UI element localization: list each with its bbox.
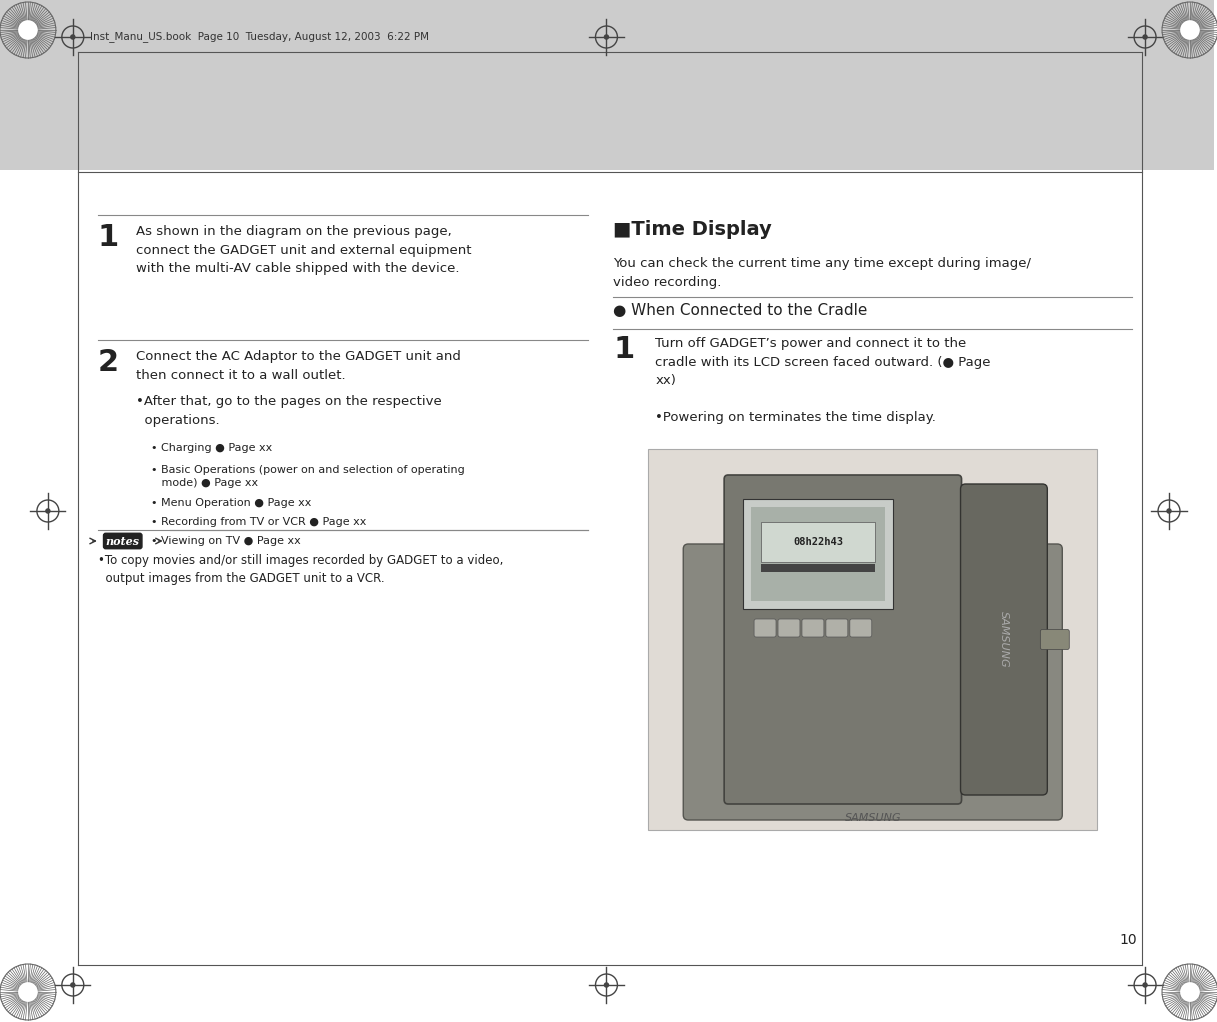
- Bar: [751, 507, 885, 601]
- FancyBboxPatch shape: [802, 619, 824, 637]
- Text: •Powering on terminates the time display.: •Powering on terminates the time display…: [655, 411, 936, 424]
- Text: 08h22h43: 08h22h43: [793, 537, 843, 547]
- Text: Connect the AC Adaptor to the GADGET unit and
then connect it to a wall outlet.: Connect the AC Adaptor to the GADGET uni…: [135, 350, 460, 381]
- Text: As shown in the diagram on the previous page,
connect the GADGET unit and extern: As shown in the diagram on the previous …: [135, 225, 471, 275]
- Text: 1: 1: [613, 335, 635, 364]
- Ellipse shape: [71, 982, 75, 987]
- Bar: [761, 522, 875, 562]
- FancyBboxPatch shape: [724, 475, 961, 804]
- Text: 2: 2: [97, 349, 119, 377]
- Text: Turn off GADGET’s power and connect it to the
cradle with its LCD screen faced o: Turn off GADGET’s power and connect it t…: [655, 337, 991, 387]
- Text: • Recording from TV or VCR ● Page xx: • Recording from TV or VCR ● Page xx: [151, 517, 366, 527]
- Text: SAMSUNG: SAMSUNG: [999, 611, 1009, 667]
- Text: •To copy movies and/or still images recorded by GADGET to a video,
  output imag: •To copy movies and/or still images reco…: [97, 554, 503, 585]
- Ellipse shape: [45, 508, 51, 514]
- Ellipse shape: [1143, 35, 1148, 40]
- Text: ● When Connected to the Cradle: ● When Connected to the Cradle: [613, 303, 868, 318]
- Text: Inst_Manu_US.book  Page 10  Tuesday, August 12, 2003  6:22 PM: Inst_Manu_US.book Page 10 Tuesday, Augus…: [90, 32, 428, 43]
- Ellipse shape: [1143, 982, 1148, 987]
- Ellipse shape: [18, 982, 38, 1002]
- Text: • Basic Operations (power on and selection of operating
   mode) ● Page xx: • Basic Operations (power on and selecti…: [151, 465, 465, 489]
- FancyBboxPatch shape: [683, 544, 1062, 820]
- Ellipse shape: [1180, 982, 1200, 1002]
- Bar: [0, 170, 1213, 1022]
- Text: • Charging ● Page xx: • Charging ● Page xx: [151, 443, 271, 453]
- Ellipse shape: [1180, 20, 1200, 40]
- Ellipse shape: [1166, 508, 1172, 514]
- Text: SAMSUNG: SAMSUNG: [845, 812, 901, 823]
- Bar: [744, 499, 893, 609]
- Text: • Viewing on TV ● Page xx: • Viewing on TV ● Page xx: [151, 536, 301, 546]
- Ellipse shape: [604, 982, 610, 987]
- Text: • Menu Operation ● Page xx: • Menu Operation ● Page xx: [151, 498, 312, 508]
- Text: notes: notes: [106, 536, 140, 547]
- Text: You can check the current time any time except during image/
video recording.: You can check the current time any time …: [613, 257, 1032, 288]
- FancyBboxPatch shape: [755, 619, 776, 637]
- Ellipse shape: [604, 35, 610, 40]
- Text: ■Time Display: ■Time Display: [613, 220, 772, 239]
- Text: 1: 1: [97, 223, 119, 252]
- Ellipse shape: [71, 35, 75, 40]
- FancyBboxPatch shape: [778, 619, 800, 637]
- Text: 10: 10: [1120, 933, 1137, 947]
- FancyBboxPatch shape: [960, 484, 1048, 795]
- Bar: [761, 564, 875, 572]
- FancyBboxPatch shape: [1041, 630, 1070, 650]
- Bar: [649, 449, 1098, 830]
- Ellipse shape: [18, 20, 38, 40]
- FancyBboxPatch shape: [826, 619, 848, 637]
- Text: •After that, go to the pages on the respective
  operations.: •After that, go to the pages on the resp…: [135, 394, 442, 426]
- Bar: [0, 0, 1213, 170]
- FancyBboxPatch shape: [849, 619, 871, 637]
